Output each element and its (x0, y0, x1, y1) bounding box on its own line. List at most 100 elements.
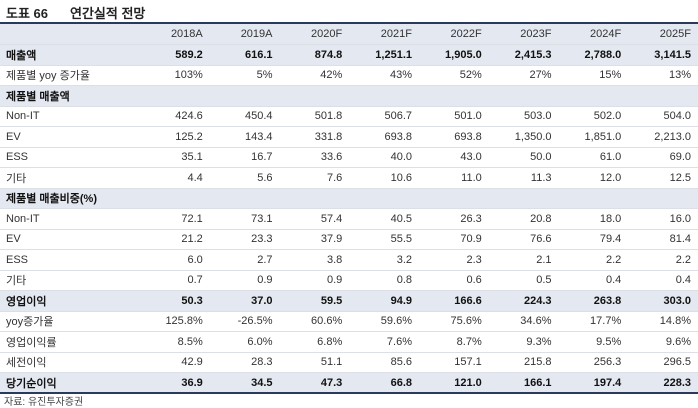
cell-value: 0.7 (140, 270, 210, 291)
cell-value: 60.6% (279, 311, 350, 332)
cell-value: 502.0 (558, 106, 629, 127)
cell-value: 303.0 (628, 290, 698, 312)
cell-value: 450.4 (209, 106, 280, 127)
cell-value: 35.1 (140, 147, 210, 168)
cell-value: 103% (140, 65, 210, 86)
cell-value: 94.9 (349, 290, 419, 312)
cell-value: 693.8 (419, 126, 489, 148)
cell-value: 7.6% (349, 331, 419, 353)
cell-value: 6.0% (209, 331, 280, 353)
cell-value: 55.5 (349, 229, 419, 250)
table-row: ESS 6.0 2.7 3.8 3.2 2.3 2.1 2.2 2.2 (0, 249, 698, 271)
cell-value: 506.7 (349, 106, 419, 127)
cell-value (140, 85, 210, 107)
cell-value: 224.3 (488, 290, 559, 312)
cell-value: 166.6 (419, 290, 489, 312)
cell-value: 15% (558, 65, 629, 86)
row-label: 기타 (0, 270, 140, 291)
column-header-2024f: 2024F (558, 24, 629, 45)
cell-value (558, 85, 629, 107)
cell-value (488, 85, 559, 107)
cell-value (558, 188, 629, 209)
cell-value: 50.0 (488, 147, 559, 168)
cell-value: 11.3 (488, 167, 559, 189)
table-header-row: 2018A 2019A 2020F 2021F 2022F 2023F 2024F 2025F (0, 24, 698, 45)
cell-value (488, 188, 559, 209)
row-label: 영업이익 (0, 290, 140, 312)
cell-value: 616.1 (209, 44, 280, 66)
cell-value: 501.0 (419, 106, 489, 127)
cell-value: 27% (488, 65, 559, 86)
row-label: ESS (0, 249, 140, 271)
cell-value: 589.2 (140, 44, 210, 66)
cell-value: 85.6 (349, 352, 419, 373)
cell-value: 34.6% (488, 311, 559, 332)
cell-value: 16.0 (628, 208, 698, 230)
row-label: Non-IT (0, 208, 140, 230)
cell-value: 52% (419, 65, 489, 86)
cell-value: 4.4 (140, 167, 210, 189)
cell-value: 0.4 (628, 270, 698, 291)
cell-value: 1,905.0 (419, 44, 489, 66)
cell-value (279, 85, 350, 107)
cell-value: 36.9 (140, 372, 210, 394)
cell-value: 3,141.5 (628, 44, 698, 66)
cell-value: 125.2 (140, 126, 210, 148)
cell-value: 47.3 (279, 372, 350, 394)
cell-value: 2,788.0 (558, 44, 629, 66)
cell-value: 0.4 (558, 270, 629, 291)
table-row: 기타 4.4 5.6 7.6 10.6 11.0 11.3 12.0 12.5 (0, 167, 698, 189)
column-header-2018a: 2018A (140, 24, 210, 45)
cell-value: 501.8 (279, 106, 350, 127)
cell-value: 215.8 (488, 352, 559, 373)
cell-value: 42.9 (140, 352, 210, 373)
table-row: 제품별 yoy 증가율 103% 5% 42% 43% 52% 27% 15% 13% (0, 65, 698, 86)
cell-value: 59.6% (349, 311, 419, 332)
cell-value: 12.5 (628, 167, 698, 189)
row-label: Non-IT (0, 106, 140, 127)
column-header-2025f: 2025F (628, 24, 698, 45)
cell-value: 5% (209, 65, 280, 86)
cell-value: 296.5 (628, 352, 698, 373)
cell-value: 504.0 (628, 106, 698, 127)
cell-value: 9.6% (628, 331, 698, 353)
cell-value (279, 188, 350, 209)
cell-value: 503.0 (488, 106, 559, 127)
row-label: yoy증가율 (0, 311, 140, 332)
table-row: 기타 0.7 0.9 0.9 0.8 0.6 0.5 0.4 0.4 (0, 270, 698, 291)
table-row: yoy증가율 125.8% -26.5% 60.6% 59.6% 75.6% 34.6% 17… (0, 311, 698, 332)
cell-value: 424.6 (140, 106, 210, 127)
cell-value: 72.1 (140, 208, 210, 230)
cell-value (209, 188, 280, 209)
cell-value: 73.1 (209, 208, 280, 230)
cell-value: 9.3% (488, 331, 559, 353)
cell-value: 81.4 (628, 229, 698, 250)
cell-value: 50.3 (140, 290, 210, 312)
cell-value (628, 188, 698, 209)
cell-value: 1,350.0 (488, 126, 559, 148)
cell-value: 14.8% (628, 311, 698, 332)
row-label: 제품별 매출비중(%) (0, 188, 140, 209)
table-row: 세전이익 42.9 28.3 51.1 85.6 157.1 215.8 256.3 296.5 (0, 352, 698, 373)
cell-value: 3.8 (279, 249, 350, 271)
cell-value (140, 188, 210, 209)
cell-value: 34.5 (209, 372, 280, 394)
row-label: 매출액 (0, 44, 140, 66)
row-label: 세전이익 (0, 352, 140, 373)
cell-value: 2,213.0 (628, 126, 698, 148)
cell-value: 9.5% (558, 331, 629, 353)
table-row: 매출액 589.2 616.1 874.8 1,251.1 1,905.0 2,415.3 2… (0, 44, 698, 66)
cell-value: 2.3 (419, 249, 489, 271)
section-row: 제품별 매출비중(%) (0, 188, 698, 209)
cell-value: 76.6 (488, 229, 559, 250)
cell-value: 0.5 (488, 270, 559, 291)
row-label: 제품별 매출액 (0, 85, 140, 107)
cell-value: 121.0 (419, 372, 489, 394)
cell-value: 228.3 (628, 372, 698, 394)
cell-value: 8.5% (140, 331, 210, 353)
column-header-2020f: 2020F (279, 24, 350, 45)
section-row: 제품별 매출액 (0, 85, 698, 107)
forecast-table: 2018A 2019A 2020F 2021F 2022F 2023F 2024F 2025F… (0, 24, 698, 394)
column-header-2019a: 2019A (209, 24, 280, 45)
